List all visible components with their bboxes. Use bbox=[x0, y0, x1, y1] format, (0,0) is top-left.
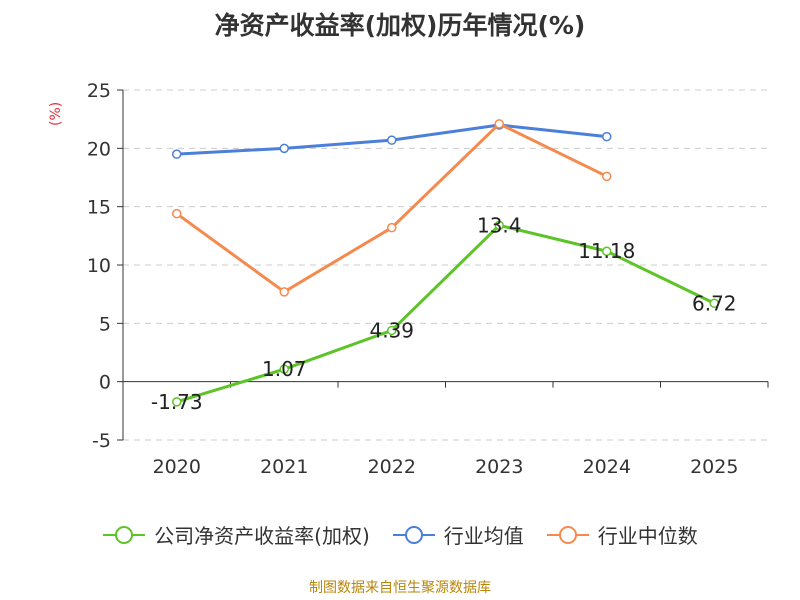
legend-item: 行业中位数 bbox=[546, 520, 698, 549]
legend-item: 公司净资产收益率(加权) bbox=[102, 520, 370, 549]
data-point bbox=[172, 149, 182, 159]
legend-label: 行业均值 bbox=[443, 524, 524, 548]
data-label: 13.4 bbox=[477, 213, 522, 237]
y-tick-label: 5 bbox=[99, 313, 111, 335]
data-point bbox=[602, 171, 612, 182]
data-point bbox=[172, 397, 182, 407]
y-tick-label: 0 bbox=[99, 372, 111, 394]
y-tick-label: 20 bbox=[87, 138, 111, 160]
x-tick-label: 2022 bbox=[368, 456, 416, 478]
legend-label: 公司净资产收益率(加权) bbox=[154, 524, 370, 548]
y-tick-label: 15 bbox=[87, 197, 111, 219]
y-tick-label: 10 bbox=[87, 255, 111, 277]
x-tick-label: 2020 bbox=[153, 456, 201, 478]
data-point bbox=[602, 131, 612, 142]
chart-title: 净资产收益率(加权)历年情况(%) bbox=[214, 11, 586, 40]
source-note: 制图数据来自恒生聚源数据库 bbox=[309, 580, 491, 596]
data-label: 11.18 bbox=[578, 239, 635, 263]
legend-circle bbox=[115, 525, 134, 544]
y-tick-label: 25 bbox=[87, 80, 111, 102]
data-point bbox=[387, 325, 397, 336]
series-line bbox=[175, 122, 608, 294]
data-label: 1.07 bbox=[262, 357, 307, 381]
data-label: 6.72 bbox=[692, 291, 737, 315]
data-point bbox=[279, 287, 289, 297]
data-point bbox=[387, 135, 397, 145]
data-label: 4.39 bbox=[369, 318, 414, 342]
series-line bbox=[176, 223, 715, 404]
data-labels: -1.73 1.07 4.39 13.4 11.18 6.72 bbox=[151, 213, 737, 414]
x-tick-label: 2025 bbox=[690, 456, 738, 478]
x-tick-label: 2024 bbox=[583, 456, 631, 478]
y-tick-label: -5 bbox=[92, 430, 111, 452]
grid-lines bbox=[123, 89, 768, 441]
legend-marker-icon bbox=[546, 525, 589, 544]
legend-circle bbox=[404, 525, 423, 544]
data-point bbox=[387, 222, 397, 233]
data-point bbox=[279, 364, 289, 374]
series bbox=[172, 119, 719, 407]
data-point bbox=[602, 246, 612, 256]
data-point bbox=[494, 220, 504, 231]
legend-item: 行业均值 bbox=[392, 520, 524, 549]
legend-label: 行业中位数 bbox=[597, 524, 698, 548]
data-point bbox=[172, 208, 182, 219]
legend-marker-icon bbox=[392, 525, 435, 544]
x-tick-label: 2023 bbox=[475, 456, 523, 478]
data-point bbox=[709, 298, 719, 309]
x-tick-label: 2021 bbox=[260, 456, 308, 478]
legend-marker-icon bbox=[103, 525, 146, 544]
data-point bbox=[279, 143, 289, 154]
legend: 公司净资产收益率(加权) 行业均值 行业中位数 bbox=[0, 520, 800, 549]
data-label: -1.73 bbox=[151, 390, 203, 414]
legend-circle bbox=[558, 525, 577, 544]
data-point bbox=[494, 119, 504, 129]
